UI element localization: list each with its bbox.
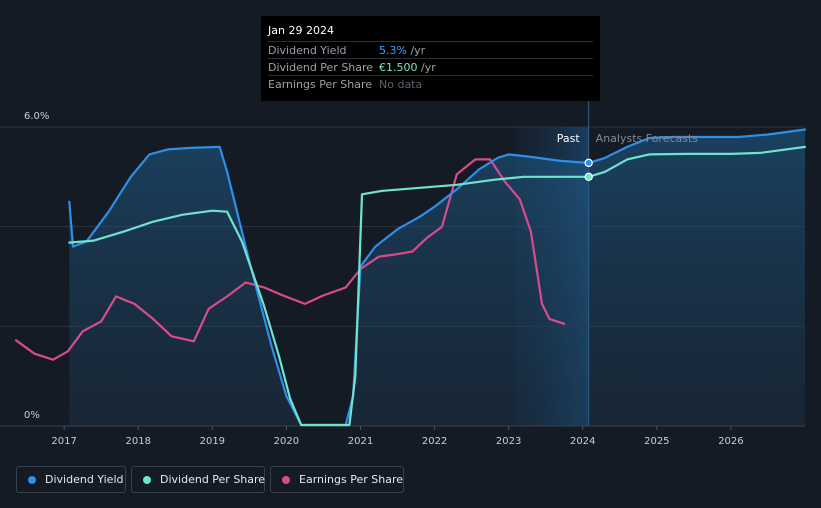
past-divider <box>588 76 590 426</box>
tooltip-row-dividend-per-share: Dividend Per Share €1.500 /yr <box>268 58 593 76</box>
tooltip: Jan 29 2024 Dividend Yield 5.3% /yr Divi… <box>261 16 600 101</box>
legend-dividend-per-share[interactable]: Dividend Per Share <box>131 466 265 493</box>
tooltip-label: Earnings Per Share <box>268 78 373 91</box>
legend-dot-icon <box>28 476 36 484</box>
x-tick-label: 2017 <box>51 436 76 447</box>
tooltip-unit: /yr <box>417 61 436 74</box>
x-tick-label: 2020 <box>274 436 299 447</box>
dividend-per-share-line <box>68 145 807 427</box>
dividend-per-share-marker[interactable] <box>584 172 593 182</box>
tooltip-label: Dividend Per Share <box>268 61 374 74</box>
series-lines <box>14 128 807 427</box>
legend-label: Earnings Per Share <box>299 473 404 486</box>
y-axis-labels: 6.0% 0% <box>24 111 49 421</box>
dividend-yield-marker[interactable] <box>584 158 593 168</box>
y-tick-label: 6.0% <box>24 111 49 122</box>
x-axis-labels: 2017 2018 2019 2020 2021 2022 2023 2024 2025 2026 <box>51 426 744 447</box>
area-fills <box>69 129 806 426</box>
dividend-yield-line <box>68 128 807 427</box>
tooltip-date: Jan 29 2024 <box>268 24 334 37</box>
x-tick-label: 2024 <box>570 436 595 447</box>
legend-earnings-per-share[interactable]: Earnings Per Share <box>270 466 404 493</box>
legend-label: Dividend Yield <box>45 473 124 486</box>
forecast-label: Analysts Forecasts <box>596 132 699 145</box>
dividend-yield-area <box>69 129 806 426</box>
tooltip-number: €1.500 <box>379 61 418 74</box>
legend-dot-icon <box>282 476 290 484</box>
x-tick-label: 2021 <box>348 436 373 447</box>
x-tick-label: 2018 <box>126 436 151 447</box>
x-tick-label: 2025 <box>644 436 669 447</box>
tooltip-value: No data <box>379 78 422 91</box>
current-markers <box>584 158 593 182</box>
tooltip-row-earnings-per-share: Earnings Per Share No data <box>268 75 593 93</box>
legend-dividend-yield[interactable]: Dividend Yield <box>16 466 126 493</box>
tooltip-value: €1.500 /yr <box>379 61 436 74</box>
legend-label: Dividend Per Share <box>160 473 266 486</box>
tooltip-value: 5.3% /yr <box>379 44 425 57</box>
legend-dot-icon <box>143 476 151 484</box>
past-label: Past <box>557 132 581 145</box>
tooltip-unit: /yr <box>406 44 426 57</box>
x-tick-label: 2023 <box>496 436 521 447</box>
tooltip-number: 5.3% <box>379 44 407 57</box>
earnings-per-share-line <box>14 158 566 361</box>
x-tick-label: 2019 <box>200 436 225 447</box>
y-tick-label: 0% <box>24 410 40 421</box>
tooltip-number: No data <box>379 78 423 91</box>
x-tick-label: 2022 <box>422 436 447 447</box>
tooltip-row-dividend-yield: Dividend Yield 5.3% /yr <box>268 41 593 59</box>
x-tick-label: 2026 <box>718 436 743 447</box>
tooltip-label: Dividend Yield <box>268 44 347 57</box>
